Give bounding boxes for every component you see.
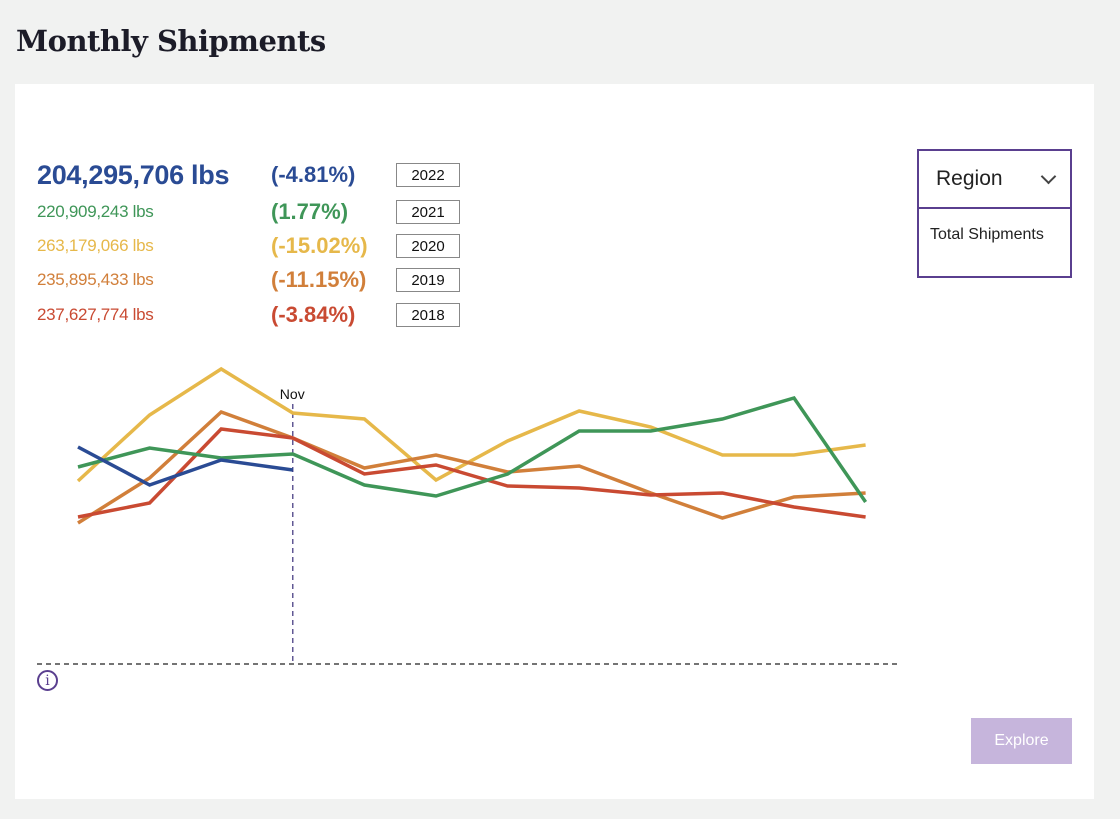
series-line-2019 (77, 409, 866, 525)
year-toggle-2019[interactable]: 2019 (396, 268, 460, 292)
percent-change: (-11.15%) (271, 267, 367, 292)
page-title: Monthly Shipments (16, 24, 326, 58)
shipment-total: 204,295,706 lbs (37, 159, 230, 190)
region-label: Region (936, 167, 1003, 190)
marker-label: Nov (280, 386, 305, 402)
region-select[interactable]: Region (919, 151, 1070, 209)
region-selected-option[interactable]: Total Shipments (930, 226, 1044, 243)
shipment-total: 263,179,066 lbs (37, 236, 154, 255)
year-toggle-2022[interactable]: 2022 (396, 163, 460, 187)
shipment-total: 237,627,774 lbs (37, 305, 154, 324)
percent-change: (-3.84%) (271, 302, 356, 327)
series-line-2018 (77, 427, 866, 519)
series-line-2021 (77, 395, 868, 503)
shipment-total: 235,895,433 lbs (37, 270, 154, 289)
explore-button[interactable]: Explore (971, 718, 1072, 764)
percent-change: (1.77%) (271, 199, 349, 224)
year-toggle-2021[interactable]: 2021 (396, 200, 460, 224)
shipment-total: 220,909,243 lbs (37, 202, 154, 221)
series-line-2022 (77, 445, 294, 487)
year-toggle-2020[interactable]: 2020 (396, 234, 460, 258)
percent-change: (-15.02%) (271, 233, 368, 258)
year-toggle-2018[interactable]: 2018 (396, 303, 460, 327)
chart-card (15, 84, 1094, 799)
percent-change: (-4.81%) (271, 162, 356, 187)
region-dropdown[interactable]: Region Total Shipments (917, 149, 1072, 278)
info-icon[interactable]: i (37, 670, 58, 691)
series-line-2020 (76, 366, 866, 483)
